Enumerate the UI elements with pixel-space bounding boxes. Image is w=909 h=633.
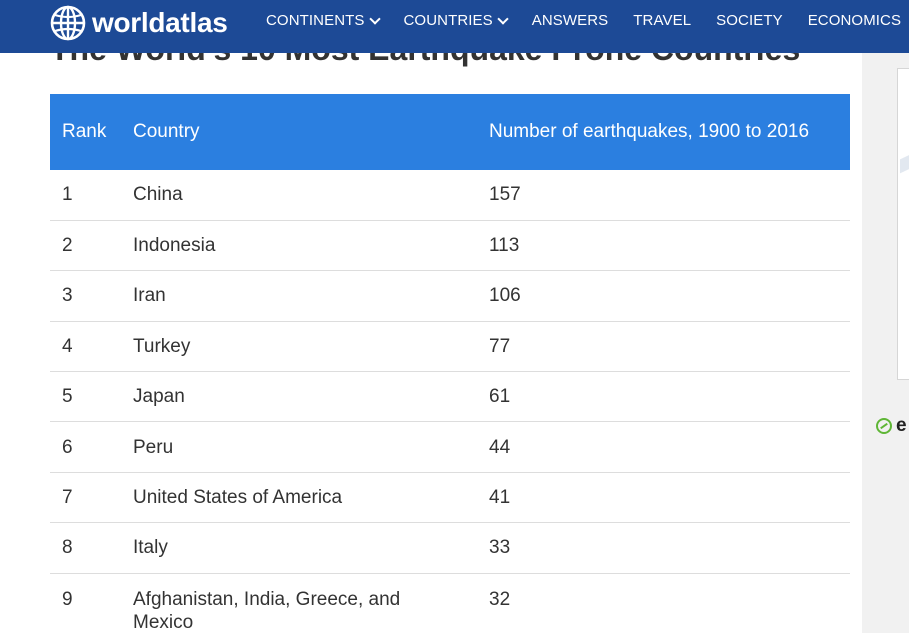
- country-cell: China: [121, 170, 477, 221]
- rank-cell: 5: [50, 371, 121, 423]
- table-row: 1 China 157: [50, 170, 850, 221]
- count-cell: 33: [477, 522, 850, 574]
- table-row: 7 United States of America 41: [50, 472, 850, 524]
- site-logo[interactable]: worldatlas: [50, 5, 228, 41]
- nav-label: ECONOMICS: [807, 12, 902, 29]
- count-cell: 41: [477, 472, 850, 524]
- ezoic-label: e: [896, 415, 907, 436]
- nav-label: CONTINENTS: [266, 12, 365, 29]
- nav-countries[interactable]: COUNTRIES: [403, 12, 509, 29]
- nav-label: COUNTRIES: [403, 12, 493, 29]
- nav-economics[interactable]: ECONOMICS: [808, 12, 901, 29]
- table-header-row: Rank Country Number of earthquakes, 1900…: [50, 94, 850, 170]
- main-content: The World's 10 Most Earthquake Prone Cou…: [50, 31, 850, 633]
- rank-cell: 1: [50, 170, 121, 221]
- rank-cell: 2: [50, 220, 121, 272]
- count-cell: 157: [477, 170, 850, 221]
- rank-cell: 8: [50, 522, 121, 574]
- table-row: 8 Italy 33: [50, 522, 850, 574]
- globe-icon: [50, 5, 86, 41]
- count-cell: 44: [477, 421, 850, 473]
- count-cell: 113: [477, 220, 850, 272]
- count-cell: 106: [477, 270, 850, 322]
- ezoic-badge[interactable]: e: [876, 415, 907, 436]
- country-cell: Italy: [121, 522, 477, 574]
- nav-travel[interactable]: TRAVEL: [633, 12, 691, 29]
- country-cell: Japan: [121, 371, 477, 423]
- chevron-down-icon: [368, 12, 381, 25]
- nav-menu: CONTINENTS COUNTRIES ANSWERS TRAVEL SOCI…: [266, 12, 909, 29]
- nav-society[interactable]: SOCIETY: [716, 12, 783, 29]
- country-cell: Iran: [121, 270, 477, 322]
- nav-answers[interactable]: ANSWERS: [532, 12, 609, 29]
- country-cell: Afghanistan, India, Greece, and Mexico: [133, 588, 401, 633]
- nav-label: TRAVEL: [633, 12, 692, 29]
- rank-cell: 6: [50, 421, 121, 473]
- table-row: 9 Afghanistan, India, Greece, and Mexico…: [50, 573, 850, 633]
- nav-label: ANSWERS: [531, 12, 609, 29]
- count-cell: 32: [489, 588, 511, 610]
- header-rank: Rank: [50, 94, 121, 170]
- header-earthquakes: Number of earthquakes, 1900 to 2016: [477, 94, 850, 170]
- rank-cell: 3: [50, 270, 121, 322]
- table-row: 2 Indonesia 113: [50, 220, 850, 272]
- ad-graphic: [900, 154, 909, 174]
- table-row: 6 Peru 44: [50, 421, 850, 473]
- nav-label: SOCIETY: [716, 12, 783, 29]
- rank-cell: 4: [50, 321, 121, 373]
- country-cell: United States of America: [121, 472, 477, 524]
- chevron-down-icon: [497, 12, 509, 25]
- country-cell: Indonesia: [121, 220, 477, 272]
- logo-text: worldatlas: [92, 7, 228, 38]
- header-country: Country: [121, 94, 477, 170]
- rank-cell: 7: [50, 472, 121, 524]
- earthquake-table: Rank Country Number of earthquakes, 1900…: [50, 94, 850, 633]
- ezoic-icon: [876, 418, 892, 434]
- table-row: 4 Turkey 77: [50, 321, 850, 373]
- rank-cell: 9: [62, 588, 73, 610]
- nav-continents[interactable]: CONTINENTS: [266, 12, 381, 29]
- count-cell: 77: [477, 321, 850, 373]
- table-row: 5 Japan 61: [50, 371, 850, 423]
- count-cell: 61: [477, 371, 850, 423]
- top-navbar: worldatlas CONTINENTS COUNTRIES ANSWERS …: [0, 0, 909, 53]
- country-cell: Peru: [121, 421, 477, 473]
- ad-frame[interactable]: [897, 68, 909, 380]
- table-row: 3 Iran 106: [50, 270, 850, 322]
- country-cell: Turkey: [121, 321, 477, 373]
